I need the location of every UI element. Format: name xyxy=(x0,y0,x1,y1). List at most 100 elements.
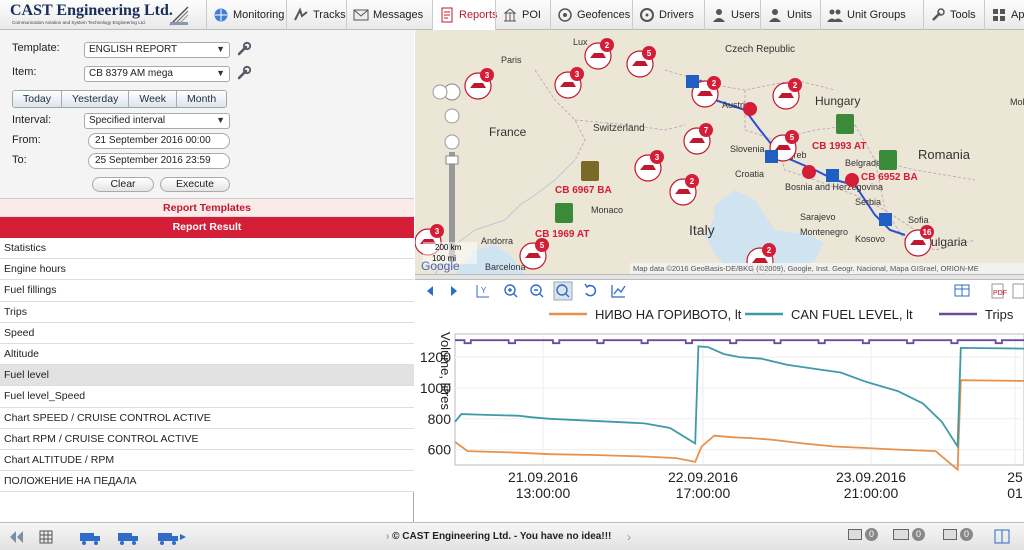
series-line[interactable] xyxy=(455,339,1024,345)
result-item[interactable]: Fuel level_Speed xyxy=(0,386,414,408)
truck-icon[interactable] xyxy=(836,114,854,134)
nav-messages[interactable]: Messages xyxy=(346,0,432,30)
notifications-counter[interactable]: 0 xyxy=(848,528,878,541)
vehicle-label[interactable]: CB 1969 AT xyxy=(535,229,589,240)
nav-reports[interactable]: Reports xyxy=(432,0,498,30)
legend-entry[interactable]: НИВО НА ГОРИВОТО, lt xyxy=(595,307,742,322)
truck-icon[interactable] xyxy=(879,150,897,170)
truck-icon[interactable] xyxy=(555,203,573,223)
truck-export-icon[interactable] xyxy=(158,533,186,545)
stop-icon[interactable] xyxy=(802,165,816,179)
parking-icon[interactable] xyxy=(879,213,892,226)
result-item[interactable]: Speed xyxy=(0,322,414,344)
vehicle-label[interactable]: CB 6967 BA xyxy=(555,185,612,196)
chevron-right-icon[interactable]: › xyxy=(627,530,631,544)
vehicle-cluster[interactable]: 2 xyxy=(669,174,699,206)
vehicle-label[interactable]: CB 6952 BA xyxy=(861,172,918,183)
truck-icon[interactable] xyxy=(581,161,599,181)
nav-tracks[interactable]: Tracks xyxy=(286,0,346,30)
nav-tools[interactable]: Tools xyxy=(923,0,984,30)
events-counter[interactable]: 0 xyxy=(893,528,925,541)
parking-icon[interactable] xyxy=(826,169,839,182)
to-date-input[interactable]: 25 September 2016 23:59 xyxy=(88,153,230,169)
vehicle-cluster[interactable]: 3 xyxy=(464,68,494,100)
vehicle-label[interactable]: CB 1993 AT xyxy=(812,141,866,152)
vehicle-cluster[interactable]: 2 xyxy=(772,78,802,110)
today-button[interactable]: Today xyxy=(13,91,63,107)
clear-button[interactable]: Clear xyxy=(92,177,154,192)
nav-geofences[interactable]: Geofences xyxy=(550,0,632,30)
truck-status-icon[interactable] xyxy=(80,533,100,545)
vehicle-cluster[interactable]: 7 xyxy=(683,123,713,155)
arrow-right-icon[interactable] xyxy=(451,286,457,296)
book-icon[interactable] xyxy=(994,529,1010,545)
wrench-icon[interactable] xyxy=(236,65,252,81)
messages-counter[interactable]: 0 xyxy=(943,528,973,541)
vehicle-cluster[interactable]: 5 xyxy=(519,238,549,270)
vehicle-cluster[interactable]: 16 xyxy=(904,225,934,257)
series-line[interactable] xyxy=(454,379,1024,472)
vehicle-cluster[interactable]: 2 xyxy=(584,38,614,70)
week-button[interactable]: Week xyxy=(129,91,177,107)
execute-button[interactable]: Execute xyxy=(160,177,230,192)
map-view[interactable]: France Switzerland Czech Republic Hungar… xyxy=(415,30,1024,274)
chart-type-icon[interactable] xyxy=(611,285,626,298)
yesterday-button[interactable]: Yesterday xyxy=(62,91,130,107)
parking-icon[interactable] xyxy=(765,150,778,163)
zoom-in-icon[interactable] xyxy=(504,284,518,298)
result-item[interactable]: Statistics xyxy=(0,238,414,260)
month-button[interactable]: Month xyxy=(177,91,227,107)
result-item[interactable]: Fuel level xyxy=(0,365,414,387)
y-axis-icon[interactable]: Y xyxy=(476,285,489,298)
fuel-chart[interactable]: 600 800 1000 1200 Volume, litres 21.09.2016 13… xyxy=(415,302,1024,522)
result-item[interactable]: Fuel fillings xyxy=(0,280,414,302)
legend-entry[interactable]: Trips xyxy=(985,307,1014,322)
nav-users[interactable]: Users xyxy=(704,0,760,30)
interval-select[interactable]: Specified interval ▼ xyxy=(84,113,230,129)
plot-area[interactable] xyxy=(454,333,1024,466)
from-date-input[interactable]: 21 September 2016 00:00 xyxy=(88,133,230,149)
item-select[interactable]: CB 8379 AM mega ▼ xyxy=(84,66,230,82)
parking-icon[interactable] xyxy=(686,75,699,88)
table-view-icon[interactable] xyxy=(954,284,970,297)
nav-drivers[interactable]: Drivers xyxy=(632,0,704,30)
grid-icon[interactable] xyxy=(39,530,53,544)
export-icon[interactable] xyxy=(1012,283,1024,299)
stop-icon[interactable] xyxy=(743,102,757,116)
nav-apps[interactable]: Apps xyxy=(984,0,1024,30)
template-select[interactable]: ENGLISH REPORT ▼ xyxy=(84,42,230,58)
result-item[interactable]: Chart RPM / CRUISE CONTROL ACTIVE xyxy=(0,428,414,450)
vehicle-cluster[interactable]: 3 xyxy=(634,150,664,182)
zoom-reset-icon[interactable] xyxy=(556,284,570,298)
legend-entry[interactable]: CAN FUEL LEVEL, lt xyxy=(791,307,913,322)
splitter[interactable] xyxy=(415,274,1024,280)
nav-units[interactable]: Units xyxy=(760,0,820,30)
collapse-panel-icon[interactable] xyxy=(10,531,23,543)
map-canvas[interactable]: France Switzerland Czech Republic Hungar… xyxy=(415,30,1024,274)
series-line[interactable] xyxy=(454,345,1024,450)
zoom-out-icon[interactable] xyxy=(530,284,544,298)
result-item[interactable]: Trips xyxy=(0,301,414,323)
vehicle-cluster[interactable]: 5 xyxy=(626,46,656,78)
zoom-slider[interactable] xyxy=(444,134,460,262)
nav-monitoring[interactable]: Monitoring xyxy=(206,0,286,30)
arrow-left-icon[interactable] xyxy=(427,286,433,296)
company-logo[interactable]: CAST Engineering Ltd. Communication Avia… xyxy=(4,2,194,28)
result-item[interactable]: ПОЛОЖЕНИЕ НА ПЕДАЛА xyxy=(0,471,414,493)
vehicle-cluster[interactable]: 3 xyxy=(554,67,584,99)
result-item[interactable]: Engine hours xyxy=(0,259,414,281)
truck-name-icon[interactable] xyxy=(118,533,138,545)
report-result-header[interactable]: Report Result xyxy=(0,217,414,238)
stop-icon[interactable] xyxy=(845,173,859,187)
result-item[interactable]: Chart ALTITUDE / RPM xyxy=(0,449,414,472)
report-templates-header[interactable]: Report Templates xyxy=(0,198,414,217)
map-pan-control[interactable] xyxy=(432,83,461,124)
refresh-icon[interactable] xyxy=(584,283,597,297)
pdf-export-icon[interactable]: PDF xyxy=(991,283,1007,299)
nav-unit-groups[interactable]: Unit Groups xyxy=(820,0,923,30)
result-item[interactable]: Chart SPEED / CRUISE CONTROL ACTIVE xyxy=(0,407,414,429)
nav-poi[interactable]: POI xyxy=(495,0,550,30)
wrench-icon[interactable] xyxy=(236,41,252,57)
result-item[interactable]: Altitude xyxy=(0,343,414,366)
